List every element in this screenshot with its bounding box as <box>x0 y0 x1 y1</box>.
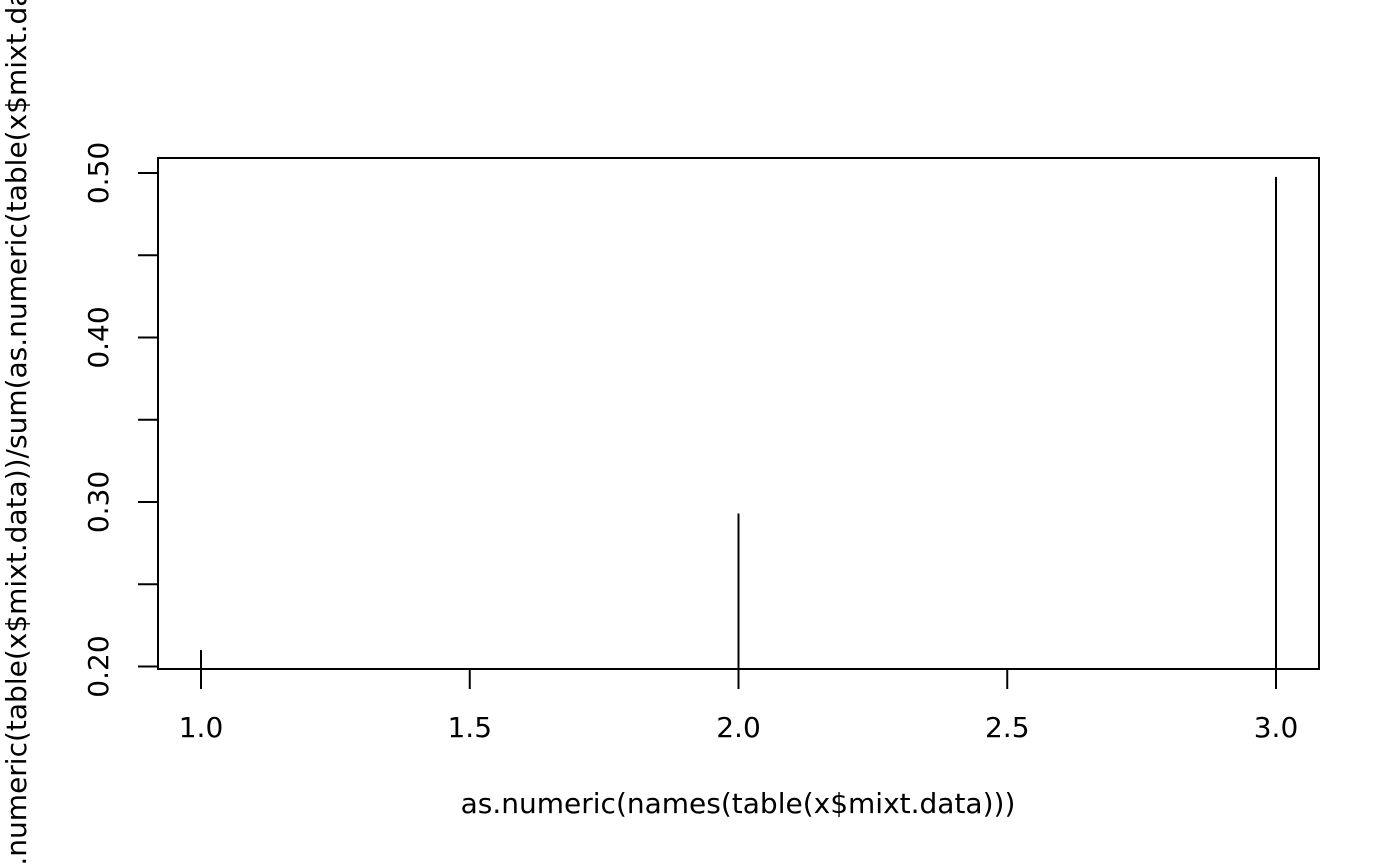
y-tick-label: 0.20 <box>82 635 115 697</box>
x-tick-label: 2.0 <box>716 711 761 744</box>
y-tick-label: 0.40 <box>82 306 115 368</box>
y-tick-label: 0.50 <box>82 142 115 204</box>
x-tick-label: 1.5 <box>447 711 492 744</box>
x-axis-label: as.numeric(names(table(x$mixt.data))) <box>461 787 1016 820</box>
x-tick-label: 2.5 <box>985 711 1030 744</box>
y-axis-label: as.numeric(table(x$mixt.data))/sum(as.nu… <box>0 0 33 866</box>
x-tick-label: 3.0 <box>1254 711 1299 744</box>
x-tick-label: 1.0 <box>179 711 224 744</box>
y-tick-label: 0.30 <box>82 471 115 533</box>
